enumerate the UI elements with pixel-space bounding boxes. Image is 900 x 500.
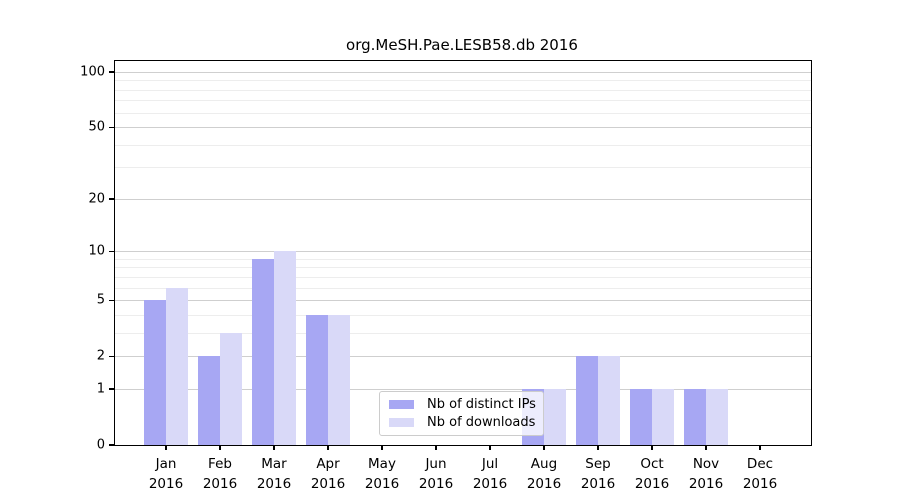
minor-gridline xyxy=(115,287,811,289)
minor-gridline xyxy=(115,276,811,278)
major-gridline xyxy=(115,388,811,390)
y-tick-label: 20 xyxy=(88,191,105,207)
x-tick-mark xyxy=(381,445,383,450)
minor-gridline xyxy=(115,167,811,169)
minor-gridline xyxy=(115,89,811,91)
major-gridline xyxy=(115,356,811,358)
y-tick-label: 5 xyxy=(96,292,105,308)
x-tick-label: Apr 2016 xyxy=(310,456,346,493)
bar-downloads xyxy=(328,314,350,445)
bar-downloads xyxy=(166,287,188,445)
minor-gridline xyxy=(115,314,811,316)
bar-distinct-ips xyxy=(144,300,166,445)
bar-distinct-ips xyxy=(252,258,274,445)
y-tick-mark xyxy=(108,355,114,357)
major-gridline xyxy=(115,251,811,253)
bar-distinct-ips xyxy=(684,388,706,445)
x-tick-label: Jul 2016 xyxy=(472,456,508,493)
minor-gridline xyxy=(115,80,811,82)
bar-downloads xyxy=(598,356,620,445)
minor-gridline xyxy=(115,112,811,114)
bar-distinct-ips xyxy=(198,356,220,445)
y-tick-label: 100 xyxy=(80,64,105,80)
minor-gridline xyxy=(115,100,811,102)
major-gridline xyxy=(115,72,811,73)
x-tick-label: Aug 2016 xyxy=(526,456,562,493)
x-tick-mark xyxy=(165,445,167,450)
bar-distinct-ips xyxy=(630,388,652,445)
x-tick-label: Feb 2016 xyxy=(202,456,238,493)
y-tick-mark xyxy=(108,388,114,390)
y-tick-mark xyxy=(108,71,114,73)
y-tick-mark xyxy=(108,126,114,128)
major-gridline xyxy=(115,127,811,129)
bar-downloads xyxy=(274,251,296,445)
legend-row-distinct-ips: Nb of distinct IPs xyxy=(389,396,536,414)
x-tick-mark xyxy=(705,445,707,450)
bar-downloads xyxy=(652,388,674,445)
x-tick-label: Dec 2016 xyxy=(742,456,778,493)
y-tick-mark xyxy=(108,250,114,252)
x-tick-label: Nov 2016 xyxy=(688,456,724,493)
minor-gridline xyxy=(115,267,811,269)
y-tick-label: 50 xyxy=(88,119,105,135)
minor-gridline xyxy=(115,332,811,334)
y-tick-label: 2 xyxy=(96,348,105,364)
plot-area: Nb of distinct IPs Nb of downloads 0 1 2 5 1… xyxy=(80,60,812,492)
y-tick-label: 10 xyxy=(88,243,105,259)
bar-distinct-ips xyxy=(576,356,598,445)
x-tick-mark xyxy=(273,445,275,450)
x-tick-label: May 2016 xyxy=(364,456,400,493)
minor-gridline xyxy=(115,258,811,260)
legend-label-distinct-ips: Nb of distinct IPs xyxy=(427,397,536,413)
bar-downloads xyxy=(706,388,728,445)
major-gridline xyxy=(115,300,811,302)
legend-row-downloads: Nb of downloads xyxy=(389,414,536,432)
x-tick-mark xyxy=(219,445,221,450)
x-tick-mark xyxy=(327,445,329,450)
x-tick-mark xyxy=(759,445,761,450)
legend-swatch-downloads xyxy=(389,417,414,427)
x-tick-label: Oct 2016 xyxy=(634,456,670,493)
y-tick-mark xyxy=(108,198,114,200)
chart-title: org.MeSH.Pae.LESB58.db 2016 xyxy=(346,36,578,54)
legend-swatch-distinct-ips xyxy=(389,400,414,410)
y-tick-label: 1 xyxy=(96,381,105,397)
x-tick-mark xyxy=(597,445,599,450)
x-tick-label: Jun 2016 xyxy=(418,456,454,493)
x-tick-mark xyxy=(543,445,545,450)
x-tick-label: Mar 2016 xyxy=(256,456,292,493)
legend-label-downloads: Nb of downloads xyxy=(427,414,536,430)
y-tick-mark xyxy=(108,444,114,446)
bar-downloads xyxy=(220,332,242,445)
x-tick-label: Sep 2016 xyxy=(580,456,616,493)
major-gridline xyxy=(115,198,811,200)
x-tick-mark xyxy=(651,445,653,450)
y-tick-label: 0 xyxy=(96,437,105,453)
bar-distinct-ips xyxy=(306,314,328,445)
x-tick-mark xyxy=(489,445,491,450)
legend: Nb of distinct IPs Nb of downloads xyxy=(379,391,544,436)
bar-downloads xyxy=(544,388,566,445)
y-tick-mark xyxy=(108,299,114,301)
minor-gridline xyxy=(115,144,811,146)
x-tick-label: Jan 2016 xyxy=(148,456,184,493)
x-tick-mark xyxy=(435,445,437,450)
